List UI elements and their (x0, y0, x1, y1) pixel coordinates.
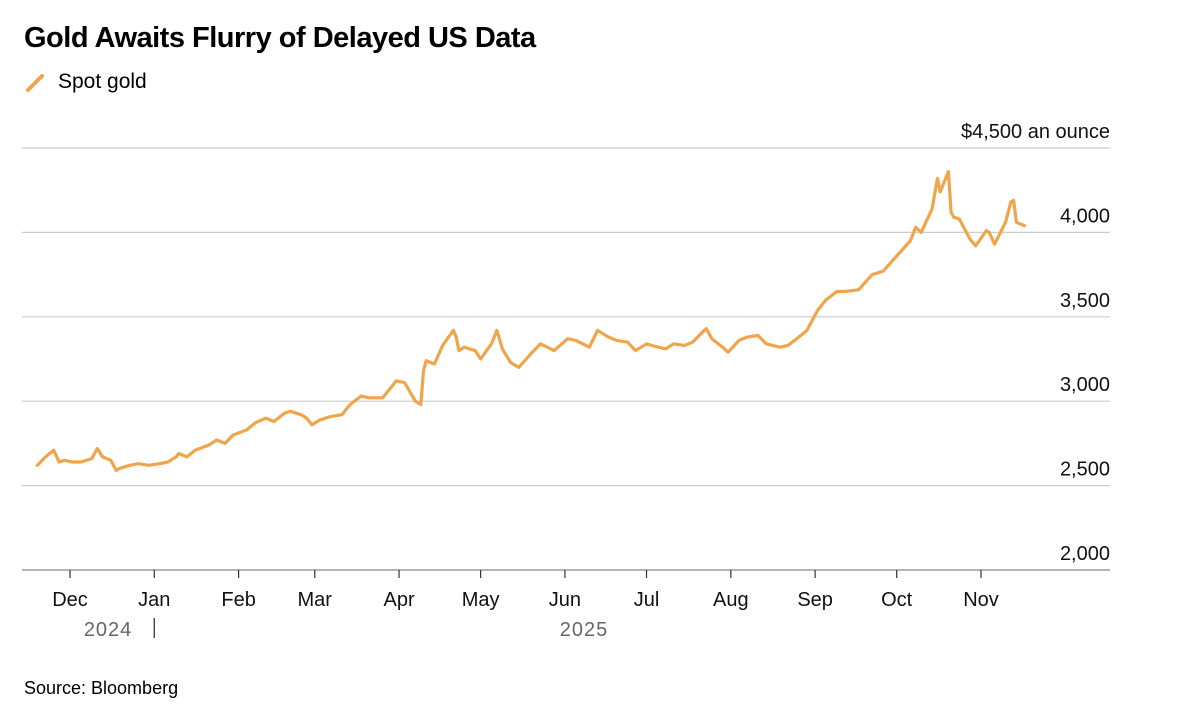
legend-label: Spot gold (58, 70, 147, 93)
year-label: 2024 (84, 619, 133, 641)
source-note: Source: Bloomberg (24, 678, 179, 698)
gridlines (22, 147, 1110, 571)
x-tick-label: Sep (797, 589, 833, 611)
y-tick-label: 2,500 (1060, 459, 1110, 481)
series-layer (35, 170, 1027, 472)
x-tick-label: Dec (52, 589, 88, 611)
y-tick-label: 4,000 (1060, 205, 1110, 227)
series-line-spot-gold (35, 170, 1027, 472)
chart-title: Gold Awaits Flurry of Delayed US Data (24, 22, 536, 54)
x-tick-label: Feb (221, 589, 255, 611)
x-tick-label: Apr (383, 589, 414, 611)
y-tick-label: 3,500 (1060, 290, 1110, 312)
y-tick-label: $4,500 an ounce (961, 121, 1110, 143)
x-tick-label: Jun (549, 589, 581, 611)
legend: Spot gold (24, 70, 147, 94)
y-tick-label: 3,000 (1060, 374, 1110, 396)
x-tick-label: Oct (881, 589, 913, 611)
y-tick-label: 2,000 (1060, 543, 1110, 565)
x-tick-label: Nov (963, 589, 999, 611)
year-label: 2025 (560, 619, 609, 641)
x-axis: Dec Jan Feb Mar Apr May Jun Jul Aug Sep Oct Nov 2024… (52, 570, 999, 641)
legend-line-icon (26, 74, 44, 92)
x-tick-label: Jan (138, 589, 170, 611)
y-axis-labels: 2,000 2,500 3,000 3,500 4,000 $4,500 an ounce (961, 121, 1110, 565)
x-tick-label: Aug (713, 589, 749, 611)
x-tick-label: May (462, 589, 500, 611)
x-tick-label: Mar (298, 589, 333, 611)
x-tick-label: Jul (634, 589, 660, 611)
